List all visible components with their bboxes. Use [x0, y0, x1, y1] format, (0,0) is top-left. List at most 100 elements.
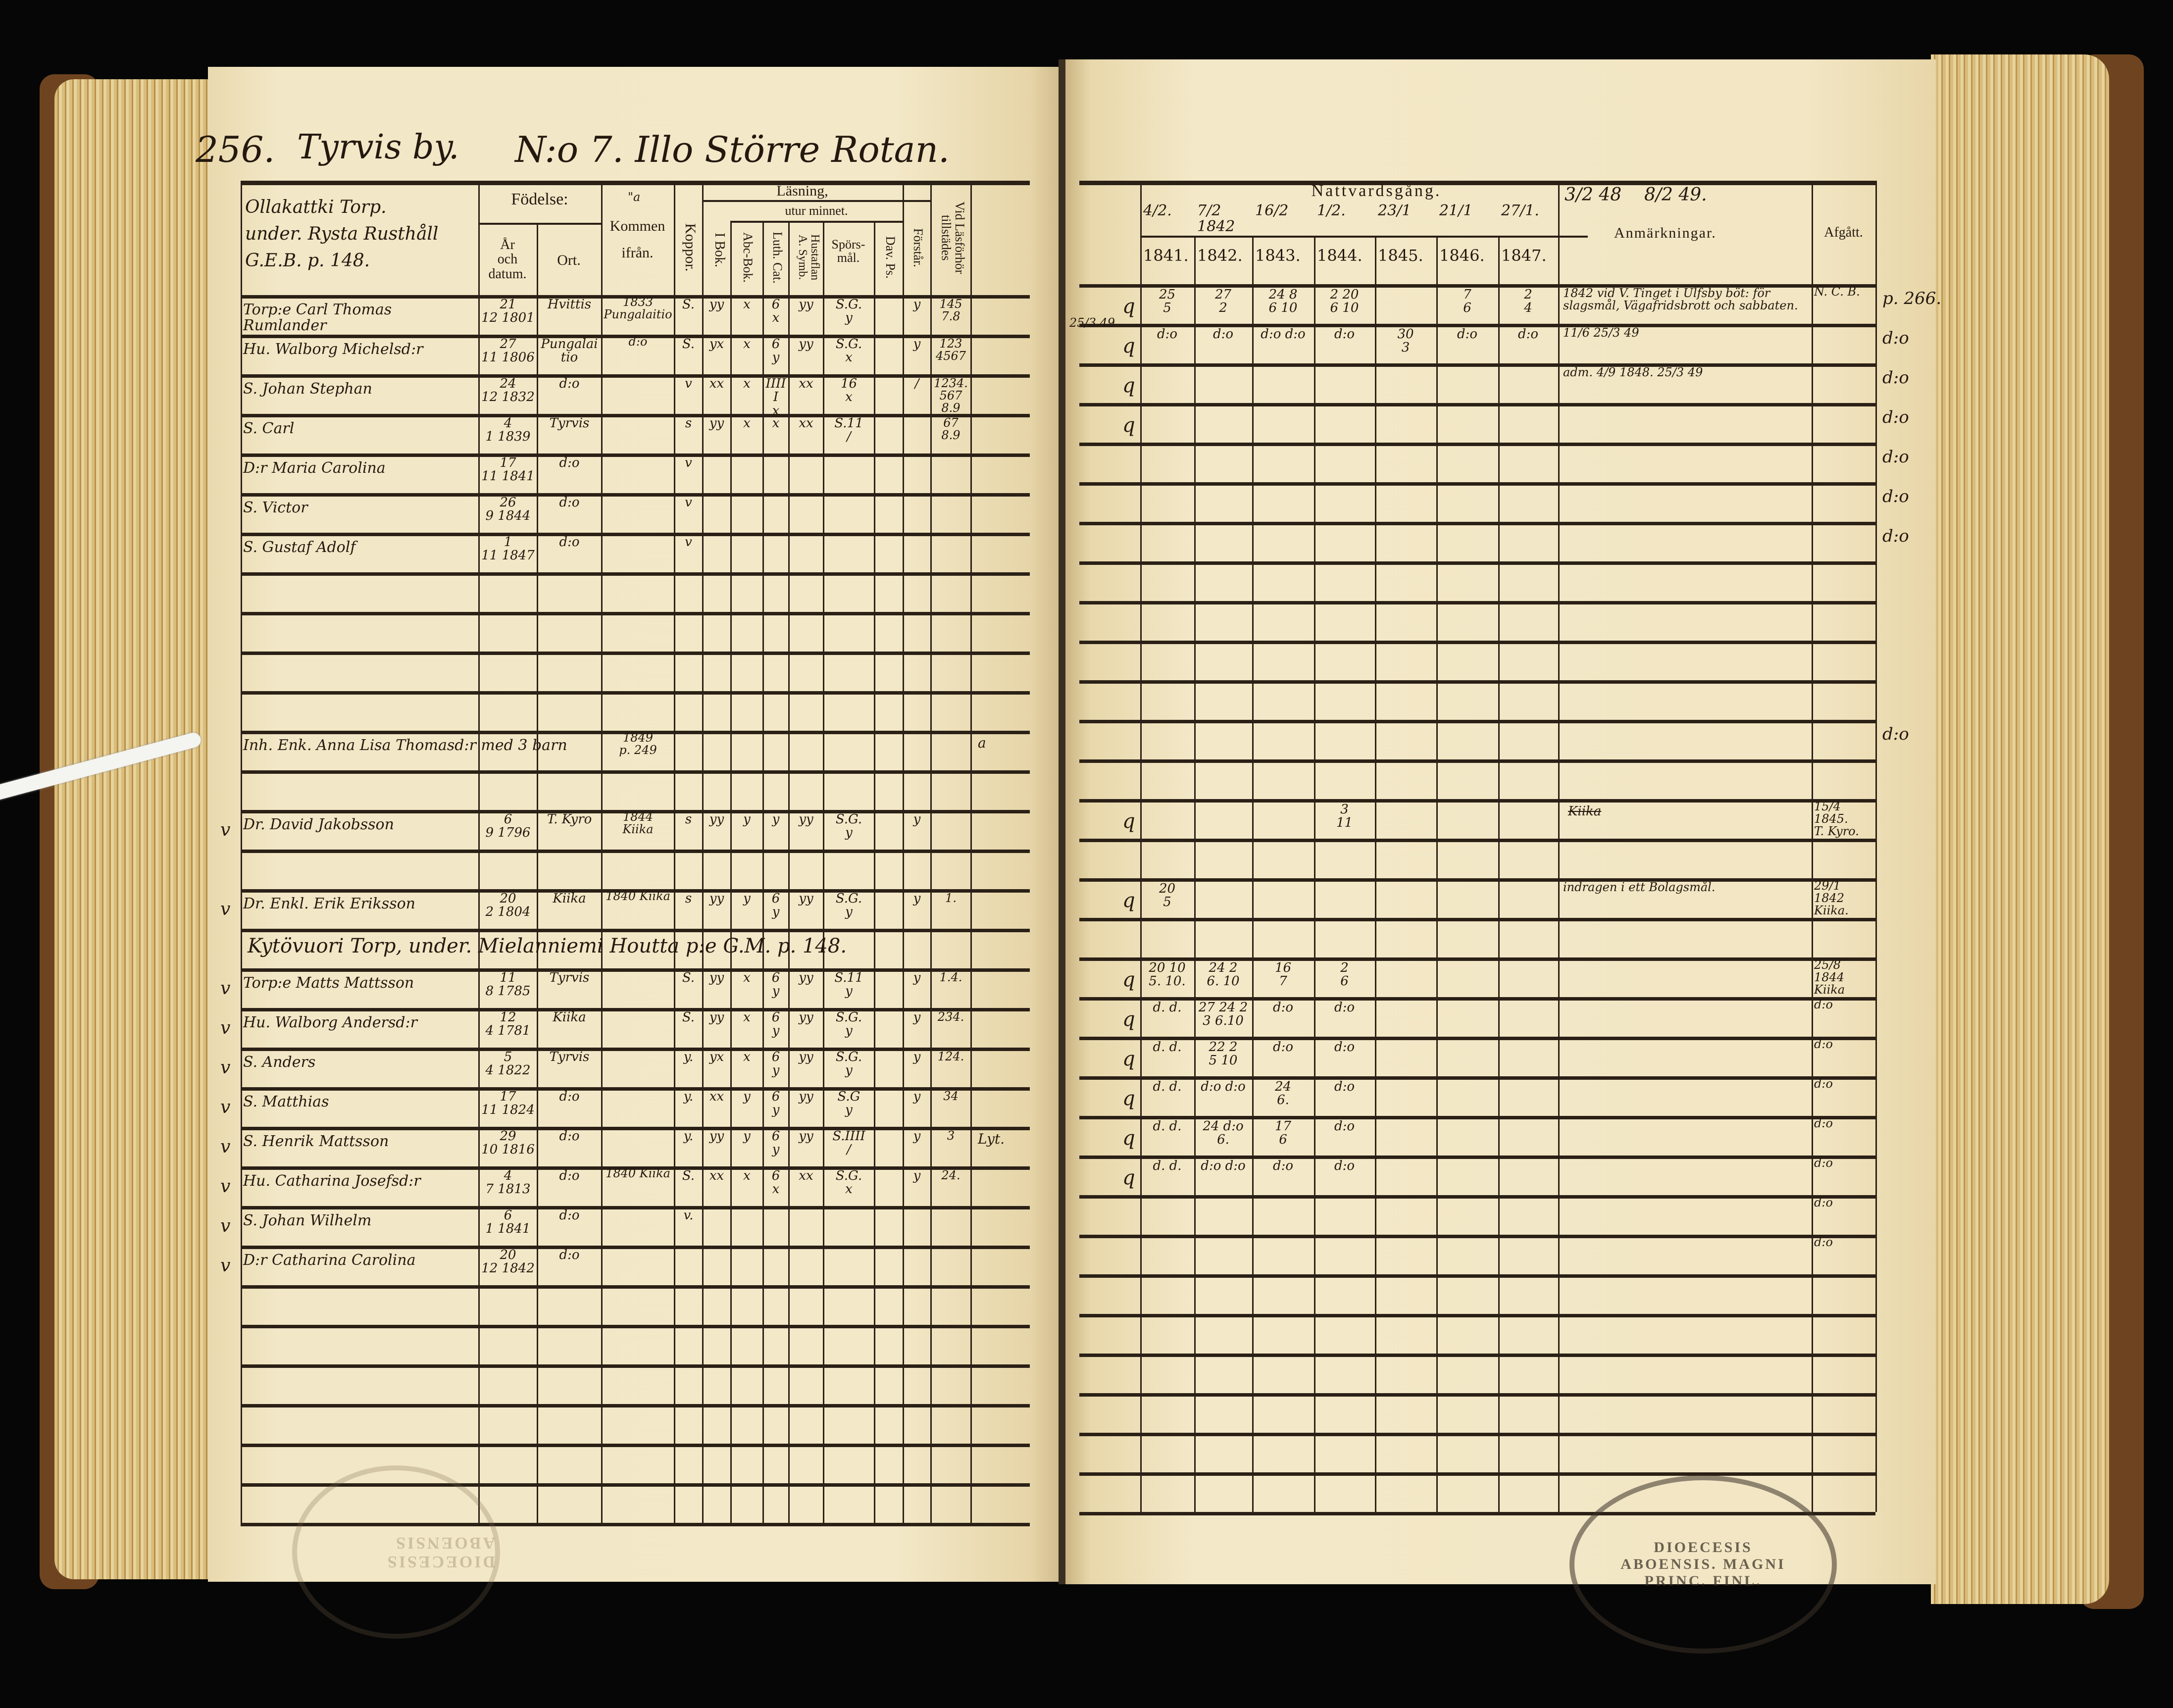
cell-name: S. Henrik Mattsson [243, 1133, 389, 1150]
cell-forstar: y [913, 970, 921, 985]
cell-birth: 11 8 1785 [485, 970, 531, 999]
diocese-stamp: DIOECESIS ABOENSIS. MAGNI PRINC. FINL. [1569, 1475, 1837, 1654]
cell-ibok: xx [709, 1168, 724, 1183]
row-divider [1079, 363, 1875, 367]
cell-ibok: xx [709, 1089, 724, 1104]
row-divider [1079, 1155, 1875, 1159]
cell-y1841: d. d. [1153, 1119, 1182, 1134]
cell-koppor: s [685, 891, 692, 906]
cell-abc: y [743, 1089, 751, 1104]
cell-afgatt: d:o [1814, 1116, 1833, 1130]
cell-ort: d:o [559, 495, 580, 510]
header-lasning: Läsning, [776, 183, 828, 199]
row-divider [1079, 1235, 1875, 1238]
cell-husf: yy [799, 1010, 813, 1025]
cell-spors: S.11 y [834, 970, 863, 999]
cell-kommen: 1849 p. 249 [619, 731, 657, 757]
cell-vid: 234. [937, 1010, 964, 1024]
date-divider [1140, 236, 1588, 238]
cell-afgatt: d:o [1814, 1235, 1833, 1249]
cell-forstar: y [913, 337, 921, 352]
margin-note: d:o [1882, 724, 1909, 744]
margin-note: a [978, 735, 986, 751]
cell-abc: x [743, 297, 751, 312]
row-divider [1079, 601, 1875, 604]
column-divider [1140, 181, 1142, 1512]
cell-birth: 29 10 1816 [481, 1129, 535, 1157]
cell-ibok: yy [709, 812, 724, 827]
cell-ort: Kiika [553, 1010, 586, 1025]
cell-ibok: yy [709, 1129, 724, 1144]
header-i-bok: I Bok. [712, 233, 727, 267]
cell-ort: Tyrvis [549, 970, 590, 985]
margin-note: p. 266. [1882, 289, 1942, 308]
cell-koppor: S. [682, 337, 695, 352]
cell-forstar: y [913, 297, 921, 312]
row-divider [1079, 918, 1875, 921]
column-divider [762, 221, 764, 1523]
cell-koppor: y. [683, 1050, 694, 1064]
cell-luth: 6 y [771, 1129, 780, 1157]
checkmark: v [220, 978, 231, 999]
cell-y1843: 24 6. [1274, 1079, 1292, 1108]
cell-abc: x [743, 416, 751, 431]
header-koppor: Koppor. [682, 223, 699, 272]
cell-ibok: yx [709, 1050, 724, 1064]
cell-husf: yy [799, 891, 813, 906]
cell-luth: 6 y [771, 1050, 780, 1078]
cell-ort: Tyrvis [549, 416, 590, 431]
margin-note: Lyt. [978, 1131, 1005, 1147]
cell-koppor: s [685, 416, 692, 431]
cell-spors: S.G. y [835, 1050, 862, 1078]
row-divider [241, 968, 1030, 972]
cell-husf: yy [799, 970, 813, 985]
cell-anmarkning: 11/6 25/3 49 [1563, 326, 1639, 340]
year-header: 1847. [1501, 246, 1547, 265]
cell-koppor: s [685, 812, 692, 827]
cell-afgatt: d:o [1814, 1037, 1833, 1051]
cell-y1844: 2 6 [1340, 960, 1349, 989]
checkmark: v [220, 1176, 231, 1197]
cell-spors: 16 x [840, 376, 858, 405]
header-afgatt: Afgått. [1824, 225, 1863, 240]
left-page [208, 67, 1064, 1582]
checkmark: v [220, 1256, 231, 1276]
header-kommen-ifran: Kommen ifrån. [609, 218, 665, 261]
cell-afgatt: d:o [1814, 1077, 1833, 1091]
right-page [1064, 59, 1936, 1584]
cell-ibok: yy [709, 970, 724, 985]
cell-luth: x [772, 416, 780, 431]
cell-luth: 6 y [771, 891, 780, 920]
checkmark: v [220, 899, 231, 919]
row-divider [241, 1404, 1030, 1407]
cell-abc: x [743, 337, 751, 352]
cell-abc: y [743, 891, 751, 906]
cell-y1841: d. d. [1153, 1158, 1182, 1173]
cell-name: S. Matthias [243, 1093, 329, 1110]
cell-y1841: d. d. [1153, 1000, 1182, 1015]
cell-name: D:r Catharina Carolina [243, 1252, 416, 1269]
cell-ibok: yy [709, 416, 724, 431]
communion-date: 1/2. [1317, 202, 1346, 219]
cell-y1844: d:o [1334, 1158, 1355, 1173]
cell-birth: 5 4 1822 [485, 1050, 531, 1078]
cell-name: Dr. Enkl. Erik Eriksson [243, 895, 415, 912]
communion-date: 23/1 [1378, 202, 1412, 219]
cell-luth: 6 x [771, 297, 780, 326]
cell-birth: 4 7 1813 [485, 1168, 531, 1197]
cell-koppor: v. [683, 1208, 694, 1223]
cell-husf: xx [799, 1168, 813, 1183]
cell-kommen: 1844 Kiika [622, 810, 654, 837]
row-divider [241, 533, 1030, 536]
cell-birth: 26 9 1844 [485, 495, 531, 524]
page-title: N:o 7. Illo Större Rotan. [515, 129, 950, 170]
header-ar-och-datum: År och datum. [488, 237, 527, 282]
cell-birth: 17 11 1841 [481, 455, 535, 484]
cell-ibok: yy [709, 1010, 724, 1025]
cell-ort: Pungalaitio [541, 337, 598, 365]
cell-forstar: y [913, 1089, 921, 1104]
cell-name: S. Anders [243, 1054, 316, 1071]
cell-koppor: v [685, 455, 692, 470]
cell-anmarkning-struck: Kiika [1568, 804, 1602, 819]
cell-vid: 24. [941, 1168, 960, 1182]
